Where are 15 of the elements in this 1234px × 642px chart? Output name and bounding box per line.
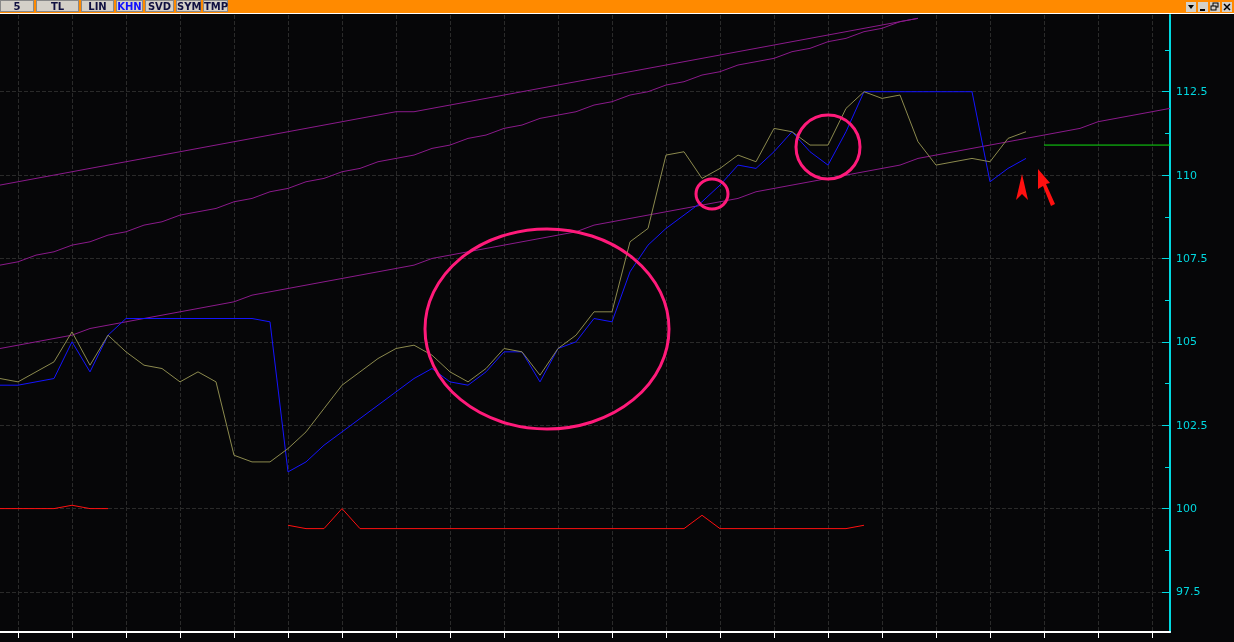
text: TMP (203, 0, 229, 12)
y-tick-label: 112.5 (1176, 85, 1208, 99)
text: KHN (116, 0, 143, 12)
y-tick-label: 110 (1176, 168, 1197, 182)
text: 5 (0, 0, 34, 12)
text: LIN (81, 0, 114, 12)
y-tick-label: 105 (1176, 335, 1197, 349)
text: TL (36, 0, 79, 12)
line-series (0, 107, 1171, 350)
text: SVD (145, 0, 174, 12)
y-tick-label: 100 (1176, 502, 1197, 516)
y-tick-label: 97.5 (1176, 585, 1201, 599)
text: SYM (176, 0, 202, 12)
y-tick-label: 102.5 (1176, 418, 1208, 432)
y-tick-label: 107.5 (1176, 251, 1208, 265)
